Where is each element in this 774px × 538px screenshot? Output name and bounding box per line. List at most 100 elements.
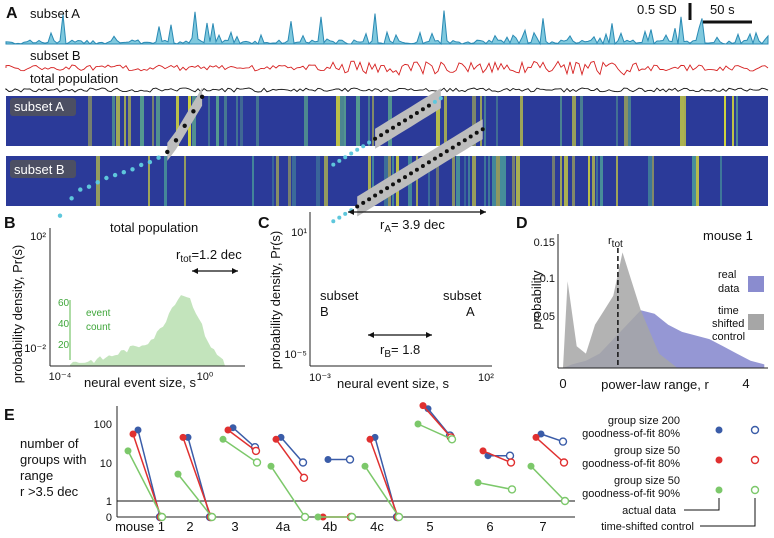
heatmap-label-subset-b: subset B bbox=[14, 162, 65, 177]
actual-data-point bbox=[179, 433, 187, 441]
trace-subset-a bbox=[5, 10, 769, 46]
mouse-label: 7 bbox=[539, 519, 546, 533]
heatmap-stripe bbox=[560, 156, 562, 206]
legend-bracket-actual bbox=[684, 498, 720, 511]
group-pair-line bbox=[275, 438, 305, 479]
heatmap-stripe bbox=[276, 156, 279, 206]
data-point bbox=[78, 187, 83, 192]
heatmap-stripe bbox=[680, 96, 684, 146]
panel-a: A subset A subset B total population 0.5… bbox=[5, 2, 769, 206]
subset-a-point bbox=[361, 200, 366, 205]
subset-a-point bbox=[468, 134, 473, 139]
actual-data-point bbox=[424, 405, 432, 413]
group-pair-line bbox=[270, 465, 306, 518]
e-ytick-1: 1 bbox=[106, 496, 112, 508]
actual-data-point bbox=[419, 402, 427, 410]
subset-b-point bbox=[391, 125, 395, 130]
subset-b-point bbox=[409, 114, 413, 119]
arrow-head-left bbox=[192, 268, 198, 274]
subset-b-point bbox=[373, 136, 378, 141]
subset-a-point bbox=[414, 167, 419, 172]
legend-control-dot bbox=[750, 425, 760, 435]
control-data-point bbox=[300, 512, 310, 522]
control-data-point bbox=[505, 451, 515, 460]
panel-letter-e: E bbox=[4, 407, 15, 424]
panel-c: C probability density, Pr(s) neural even… bbox=[258, 88, 494, 391]
panel-b-xtick-left: 10⁻⁴ bbox=[49, 371, 72, 383]
heatmap-stripe bbox=[464, 156, 466, 206]
rtot-label: rtot=1.2 dec bbox=[176, 247, 242, 265]
panel-c-xtick-right: 10² bbox=[478, 372, 494, 384]
data-point bbox=[182, 123, 187, 128]
subset-a-point bbox=[474, 130, 479, 135]
fit-band-subset-a bbox=[357, 119, 483, 217]
trace-subset-b bbox=[5, 60, 769, 77]
data-point bbox=[130, 167, 135, 172]
control-data-point bbox=[345, 455, 355, 464]
legend-row1-line2: goodness-of-fit 80% bbox=[582, 428, 680, 440]
data-point bbox=[95, 180, 100, 185]
panel-b-ytick-top: 10² bbox=[30, 231, 46, 243]
heatmap-stripe bbox=[512, 156, 515, 206]
subset-b-point bbox=[367, 140, 372, 145]
heatmap-stripe bbox=[336, 96, 340, 146]
trace-label-subset-b: subset B bbox=[30, 48, 81, 63]
heatmap-stripe bbox=[88, 96, 92, 146]
fit-band-subset-b bbox=[375, 88, 441, 149]
heatmap-stripe bbox=[372, 156, 374, 206]
legend-real-2: data bbox=[718, 283, 740, 295]
event-count-histogram bbox=[70, 295, 225, 366]
heatmap-stripe bbox=[272, 156, 274, 206]
panel-b: B total population probability density, … bbox=[4, 87, 245, 390]
subset-b-point bbox=[379, 133, 384, 138]
panel-b-xtick-right: 10⁰ bbox=[197, 371, 214, 383]
legend-row3-line2: goodness-of-fit 90% bbox=[582, 488, 680, 500]
panel-d: D probability power-law range, r 0.15 0.… bbox=[516, 215, 768, 392]
mouse-label: 5 bbox=[426, 519, 433, 533]
trace-total bbox=[5, 87, 769, 93]
heatmap-stripe bbox=[500, 156, 504, 206]
actual-data-point bbox=[479, 447, 487, 455]
subset-a-point bbox=[409, 171, 413, 176]
subset-b-point bbox=[361, 144, 366, 149]
count-tick-20: 20 bbox=[58, 340, 70, 351]
subset-b-point bbox=[432, 99, 437, 104]
legend-swatch-real bbox=[748, 276, 764, 292]
trace-label-total: total population bbox=[30, 71, 118, 86]
legend-actual-dot bbox=[715, 486, 723, 494]
control-data-point bbox=[507, 485, 517, 494]
heatmap-stripe bbox=[148, 156, 150, 206]
heatmap-stripe bbox=[316, 156, 320, 206]
e-ylabel-2: groups with bbox=[20, 452, 86, 467]
actual-data-point bbox=[184, 433, 192, 441]
subset-a-point bbox=[403, 175, 407, 180]
heatmap-stripe bbox=[176, 96, 179, 146]
subset-a-point bbox=[480, 127, 485, 132]
subset-b-label-2: B bbox=[320, 304, 329, 319]
heatmap-stripe bbox=[112, 96, 115, 146]
data-point bbox=[165, 149, 170, 155]
group-pair-line bbox=[422, 405, 452, 438]
heatmap-label-subset-a: subset A bbox=[14, 99, 64, 114]
control-data-point bbox=[157, 512, 167, 522]
panel-d-ytick-005: 0.05 bbox=[534, 311, 555, 323]
subset-b-point bbox=[349, 151, 354, 156]
subset-a-point bbox=[456, 141, 461, 146]
control-data-point bbox=[299, 473, 309, 482]
heatmap-stripe bbox=[596, 156, 598, 206]
group-pair-line bbox=[232, 427, 256, 448]
heatmap-stripe bbox=[484, 156, 486, 206]
heatmap-stripe bbox=[140, 96, 144, 146]
heatmap-stripe bbox=[292, 156, 296, 206]
heatmap-stripe bbox=[256, 96, 259, 146]
legend-shift-2: shifted bbox=[712, 318, 744, 330]
actual-data-point bbox=[174, 470, 182, 478]
data-point bbox=[147, 159, 153, 165]
mouse-label: 4b bbox=[323, 519, 337, 533]
arrow-head-right bbox=[232, 268, 238, 274]
rb-label: rB= 1.8 bbox=[380, 342, 420, 360]
panel-d-title: mouse 1 bbox=[703, 228, 753, 243]
data-point bbox=[173, 138, 179, 143]
subset-a-point bbox=[355, 204, 360, 209]
